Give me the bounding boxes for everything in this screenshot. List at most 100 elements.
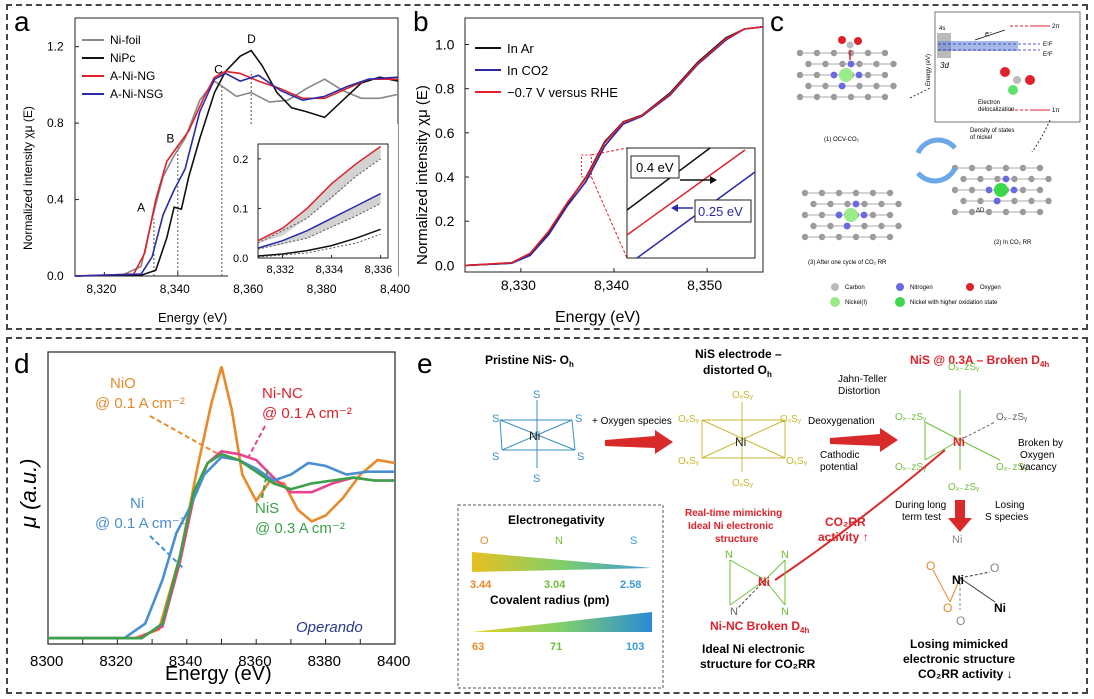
ni-nc-title: Ni-NC Broken D4h [710,619,809,635]
top-frame [6,4,1088,330]
svg-text:OₓSᵧ: OₓSᵧ [732,478,754,489]
inset-label-b-2: 0.25 eV [698,204,743,219]
arrow-oxygen-label: + Oxygen species [592,416,672,427]
losing-m-1: Losing mimicked [910,637,1008,651]
pristine-atoms: S S S S S S [492,389,584,485]
en-label-s: S [630,535,637,547]
svg-text:S: S [533,389,540,401]
svg-text:OₓSᵧ: OₓSᵧ [780,414,802,425]
annot-D: D [247,32,256,46]
svg-text:OₓSᵧ: OₓSᵧ [732,390,754,401]
panel-e-schematic: Pristine NiS- Oh NiS electrode – distort… [457,347,1063,689]
panel-c-label-2: (2) In CO₂ RR [994,240,1032,246]
en-value-o: 3.44 [470,579,492,591]
dos-2pi-label: 2π [1052,24,1059,30]
carbon-atom [890,82,897,90]
broken-atoms: Oₓ₋zSᵧ Oₓ₋zSᵧ Oₓ₋zSᵧ Oₓ₋zSᵧ Oₓ₋zSᵧ [895,362,1028,493]
ni-nc-atoms: N N N [725,549,789,618]
x-tick-label-d: 8380 [308,653,341,670]
x-axis-label-a: Energy (eV) [158,310,227,325]
inset-series-2 [257,228,381,257]
label-nio-2: @ 0.1 A cm⁻² [95,395,185,412]
carbon-atom [1019,164,1027,172]
svg-text:N: N [781,606,789,618]
x-axis-label-d: Energy (eV) [165,663,272,685]
nitrogen-atom [855,71,863,79]
nitrogen-atom [1002,175,1010,183]
inset-x-tick-label: 8,336 [365,264,393,276]
y-tick-label-b: 0.2 [435,213,455,229]
jt-label-1: Jahn-Teller [838,374,888,385]
x-tick-label-b: 8,340 [594,277,629,293]
chart-d: 8300 8320 8340 8360 8380 8400 Energy (eV) μ (a.… [16,351,410,685]
ideal-2: structure for CO₂RR [700,657,816,671]
arrow-oxygen [605,430,673,454]
legend-label-a: NiPc [110,51,135,65]
carbon-atom [890,60,897,68]
x-tick-label-a: 8,360 [233,282,263,296]
x-axis-label-b: Energy (eV) [555,309,640,326]
shift-arrow-head-b [710,176,717,184]
carbon-atom [1019,208,1027,216]
ni-gray-top: Ni [952,534,962,546]
n-gray: N [730,606,738,618]
cr-value-o: 63 [472,641,484,653]
ni-distorted: Ni [735,435,746,449]
mimic-2: Ideal Ni electronic [688,521,774,532]
nitrogen-atom [843,222,851,230]
panel-letter-a: a [14,6,30,37]
broken-label-1: Broken by [1018,438,1063,449]
annot-A: A [137,201,145,215]
panel-c-label-3: (3) After one cycle of CO₂ RR [808,260,887,266]
carbon-atom [881,93,889,101]
dos-eminus-label: e⁻ [985,31,993,38]
svg-text:OₓSᵧ: OₓSᵧ [678,414,700,425]
broken-label-3: vacancy [1020,462,1057,473]
panel-c-schematic: Energy (eV) 4s 3d e⁻ 2π 1π E¹F E²F Elect… [796,11,1081,307]
carbon-atom [886,211,894,219]
inset-b-red [626,149,746,236]
cycle-arrows [915,137,958,184]
svg-text:N: N [781,549,789,561]
inset-x-tick-label: 8,332 [267,264,295,276]
carbon-atom [881,49,889,57]
losing-m-3: CO₂RR activity ↓ [918,667,1013,681]
y-tick-label-b: 0.4 [435,169,455,185]
x-tick-label-b: 8,330 [501,277,536,293]
inset-y-tick-label: 0.2 [233,154,248,166]
series-line-NiS [48,452,395,640]
label-nio-1: NiO [110,375,136,392]
svg-text:S: S [577,451,584,463]
label-ni-1: Ni [130,495,144,512]
carbon-atom [1036,186,1044,194]
series-line-NiPc [74,49,399,277]
graphene-sheet-3 [951,164,1052,216]
svg-text:Nickel(I): Nickel(I) [845,300,867,306]
arrow-deox-label: Deoxygenation [808,416,875,427]
leader-nio [149,415,219,455]
en-label-o: O [480,535,489,547]
inset-label-b-1: 0.4 eV [636,160,674,175]
carbon-atom [1045,175,1052,183]
carbon-atom [1036,208,1044,216]
cr-value-s: 103 [626,641,644,653]
dos-4s-label: 4s [939,26,945,32]
ni-losing: Ni [952,573,964,587]
series-line-−0.7 V versus RHE [464,26,764,267]
nickel-atom [994,183,1008,197]
losing-m-2: electronic structure [903,652,1015,666]
e-title-electrode: NiS electrode – [695,347,782,361]
panel-c-legend: Carbon Nitrogen Oxygen Nickel(I) Nickel … [830,283,1001,307]
svg-text:OₓSᵧ: OₓSᵧ [678,456,700,467]
svg-text:Oxygen: Oxygen [980,285,1001,291]
bottom-frame [6,337,1088,694]
e-title-broken: NiS @ 0.3A – Broken D4h [910,353,1049,369]
nitrogen-atom [838,82,846,90]
inset-series-1 [257,192,381,249]
panel-letter-c: c [770,6,784,37]
dos-deloc-label: Electron delocalization [978,100,1014,113]
nitrogen-atom [830,71,838,79]
x-tick-label-a: 8,380 [307,282,337,296]
legend-label-b: In CO2 [507,63,548,78]
y-axis-label-b: Normalized intensity χμ (E) [414,85,431,265]
